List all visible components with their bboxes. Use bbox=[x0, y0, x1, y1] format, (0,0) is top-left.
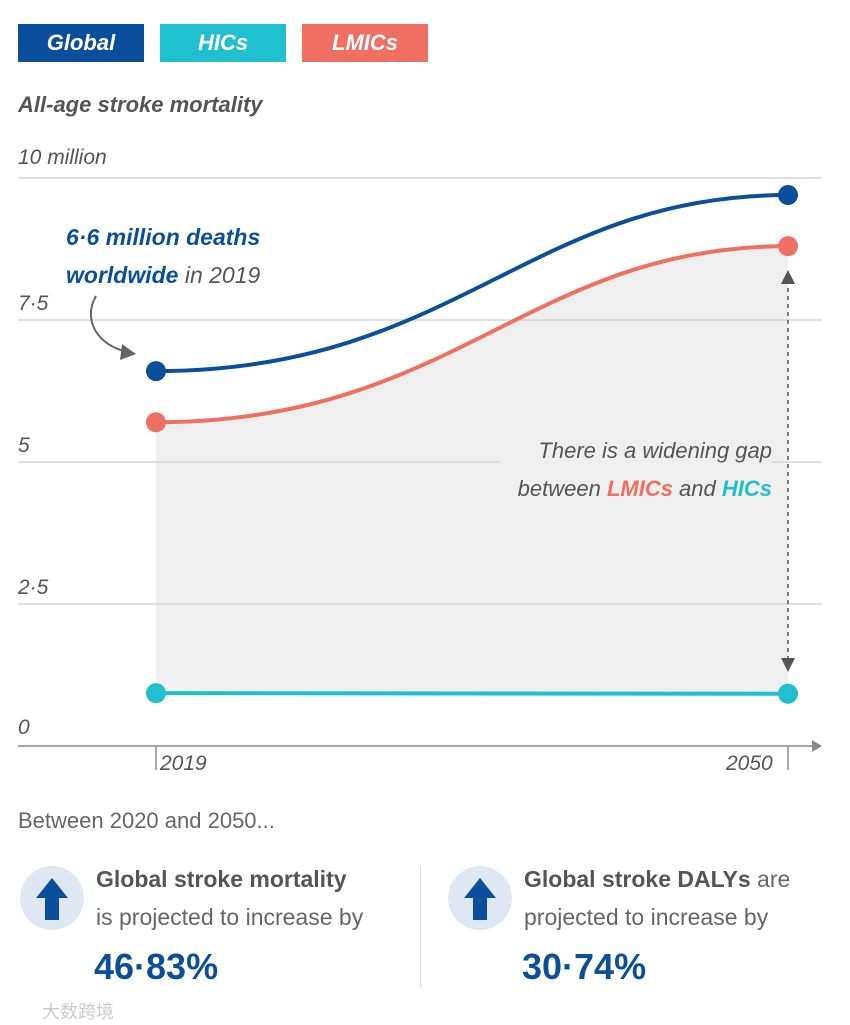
divider bbox=[420, 866, 421, 988]
gap-annotation: There is a widening gap between LMICs an… bbox=[500, 432, 772, 508]
annotation-hics: HICs bbox=[721, 476, 772, 501]
footer-intro: Between 2020 and 2050... bbox=[18, 808, 275, 833]
arrow-up-icon bbox=[448, 866, 512, 930]
gap-arrow-head-down bbox=[781, 658, 795, 672]
stat-rest: projected to increase by bbox=[524, 904, 769, 930]
series-line-lmics bbox=[155, 244, 789, 425]
annotation-rest: in 2019 bbox=[178, 262, 261, 288]
arrow-up-icon bbox=[20, 866, 84, 930]
stat-bold: Global stroke mortality bbox=[96, 866, 347, 892]
annotation-lmics: LMICs bbox=[606, 476, 673, 501]
series-line-hics bbox=[155, 691, 789, 696]
data-point-hics bbox=[778, 683, 798, 704]
annotation-arrow bbox=[90, 295, 129, 353]
y-tick-label: 10 million bbox=[18, 146, 107, 169]
stat-dalys-text: Global stroke DALYs are projected to inc… bbox=[524, 860, 790, 936]
data-point-lmics bbox=[146, 412, 166, 433]
x-tick-label: 2050 bbox=[726, 752, 773, 775]
legend-hics[interactable]: HICs bbox=[160, 24, 286, 62]
x-tick-label: 2019 bbox=[160, 752, 207, 775]
annotation-line: 6·6 million deaths bbox=[66, 224, 261, 250]
annotation-text: and bbox=[672, 476, 722, 501]
global-annotation: 6·6 million deaths worldwide in 2019 bbox=[66, 218, 260, 294]
y-tick-label: 0 bbox=[18, 716, 30, 739]
gap-arrow-head-up bbox=[781, 270, 795, 284]
annotation-arrow-head bbox=[120, 344, 136, 360]
stat-mortality-value: 46·83% bbox=[94, 946, 219, 987]
data-point-lmics bbox=[778, 236, 798, 257]
data-point-global bbox=[146, 361, 166, 382]
data-point-hics bbox=[146, 683, 166, 704]
stat-suffix: are bbox=[750, 866, 791, 892]
data-point-global bbox=[778, 185, 798, 206]
annotation-text: between bbox=[517, 476, 607, 501]
stat-rest: is projected to increase by bbox=[96, 904, 364, 930]
annotation-line: There is a widening gap bbox=[538, 438, 772, 463]
legend-lmics[interactable]: LMICs bbox=[302, 24, 428, 62]
y-tick-label: 7·5 bbox=[18, 292, 49, 315]
x-axis-arrow bbox=[812, 740, 822, 752]
y-tick-label: 2·5 bbox=[18, 576, 49, 599]
stat-mortality-text: Global stroke mortality is projected to … bbox=[96, 860, 363, 936]
legend-global[interactable]: Global bbox=[18, 24, 144, 62]
watermark: 大数跨境 bbox=[42, 1002, 114, 1022]
series-line-global bbox=[155, 193, 789, 374]
y-tick-label: 5 bbox=[18, 434, 30, 457]
stat-dalys-value: 30·74% bbox=[522, 946, 647, 987]
gap-area bbox=[156, 246, 788, 694]
stat-bold: Global stroke DALYs bbox=[524, 866, 751, 892]
annotation-bold: worldwide bbox=[66, 262, 179, 288]
chart-title: All-age stroke mortality bbox=[18, 92, 263, 117]
